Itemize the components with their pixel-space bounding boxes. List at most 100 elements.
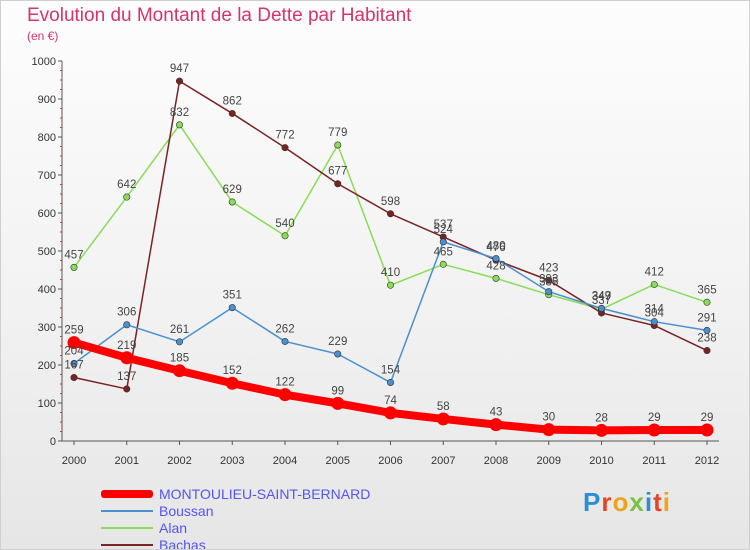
data-label: 28	[595, 412, 608, 424]
data-label: 29	[648, 412, 661, 424]
data-label: 304	[645, 307, 665, 319]
data-label: 779	[328, 127, 347, 139]
legend-label-boussan: Boussan	[159, 502, 214, 519]
x-tick-label: 2009	[537, 455, 561, 467]
legend-swatch-alan	[101, 526, 153, 529]
data-point	[703, 326, 711, 334]
data-label: 385	[539, 277, 558, 289]
data-label: 540	[275, 218, 294, 230]
data-point	[386, 378, 394, 386]
data-point	[703, 298, 711, 306]
y-tick-label: 100	[38, 398, 56, 410]
data-label: 122	[275, 377, 294, 389]
legend-item-bachas: Bachas	[101, 536, 370, 550]
data-label: 30	[542, 412, 555, 424]
data-point	[545, 276, 553, 284]
data-point	[595, 423, 608, 437]
data-label: 137	[117, 371, 136, 383]
data-point	[650, 280, 658, 288]
data-label: 480	[486, 241, 505, 253]
x-tick-label: 2008	[484, 455, 508, 467]
data-point	[176, 338, 184, 346]
data-label: 238	[697, 333, 716, 345]
data-point	[281, 232, 289, 240]
data-point	[439, 238, 447, 246]
data-point	[334, 350, 342, 358]
data-label: 74	[384, 395, 397, 407]
legend-item-montoulieu: MONTOULIEU-SAINT-BERNARD	[101, 485, 370, 502]
data-point	[386, 210, 394, 218]
data-point	[278, 388, 292, 402]
x-tick-label: 2010	[589, 455, 613, 467]
legend-label-bachas: Bachas	[159, 536, 206, 550]
data-label: 152	[223, 365, 242, 377]
data-point	[67, 336, 81, 350]
legend: MONTOULIEU-SAINT-BERNARD Boussan Alan Ba…	[101, 485, 370, 550]
data-point	[439, 260, 447, 268]
data-label: 351	[223, 290, 242, 302]
data-point	[436, 412, 450, 426]
data-point	[331, 396, 345, 410]
data-label: 58	[437, 401, 450, 413]
data-point	[281, 144, 289, 152]
data-label: 832	[170, 107, 189, 119]
data-label: 29	[701, 412, 714, 424]
data-point	[545, 288, 553, 296]
x-tick-label: 2002	[167, 455, 191, 467]
logo-letter: i	[662, 487, 671, 517]
data-label: 43	[490, 407, 503, 419]
y-tick-label: 500	[38, 246, 56, 258]
data-point	[70, 374, 78, 382]
data-label: 457	[64, 249, 83, 261]
data-point	[70, 359, 78, 367]
data-label: 229	[328, 336, 347, 348]
data-label: 347	[592, 291, 611, 303]
data-label: 337	[592, 295, 611, 307]
legend-swatch-bachas	[101, 543, 153, 546]
data-point	[703, 347, 711, 355]
data-label: 862	[223, 95, 242, 107]
legend-swatch-montoulieu	[101, 489, 153, 498]
series-line-bachas	[73, 80, 708, 390]
data-label: 947	[170, 63, 189, 75]
chart-title: Evolution du Montant de la Dette par Hab…	[27, 5, 412, 26]
logo-letter: x	[629, 487, 645, 517]
data-label: 598	[381, 196, 400, 208]
data-point	[700, 423, 714, 437]
data-label: 423	[539, 262, 558, 274]
data-label: 465	[434, 246, 453, 258]
logo-letter: o	[612, 487, 630, 517]
x-tick-label: 2005	[326, 455, 350, 467]
data-point	[228, 109, 236, 117]
data-label: 410	[381, 267, 400, 279]
data-point	[176, 77, 184, 85]
y-tick-label: 800	[38, 132, 56, 144]
data-label: 261	[170, 324, 189, 336]
data-point	[334, 180, 342, 188]
x-tick-label: 2004	[273, 455, 297, 467]
data-label: 393	[539, 274, 558, 286]
x-tick-label: 2012	[695, 455, 719, 467]
data-point	[176, 121, 184, 129]
logo-letter: P	[583, 487, 602, 517]
data-point	[70, 263, 78, 271]
y-tick-label: 700	[38, 170, 56, 182]
y-tick-label: 900	[38, 94, 56, 106]
legend-item-boussan: Boussan	[101, 502, 370, 519]
data-point	[123, 193, 131, 201]
y-tick-label: 1000	[32, 56, 56, 68]
data-label: 154	[381, 364, 401, 376]
logo-letter: t	[653, 487, 663, 517]
x-tick-label: 2003	[220, 455, 244, 467]
data-label: 476	[486, 242, 505, 254]
data-point	[386, 281, 394, 289]
data-point	[281, 337, 289, 345]
x-tick-label: 2006	[378, 455, 402, 467]
legend-label-montoulieu: MONTOULIEU-SAINT-BERNARD	[159, 485, 371, 502]
proxiti-logo: Proxiti	[583, 487, 671, 518]
data-label: 524	[434, 224, 454, 236]
data-label: 306	[117, 307, 136, 319]
legend-item-alan: Alan	[101, 519, 370, 536]
